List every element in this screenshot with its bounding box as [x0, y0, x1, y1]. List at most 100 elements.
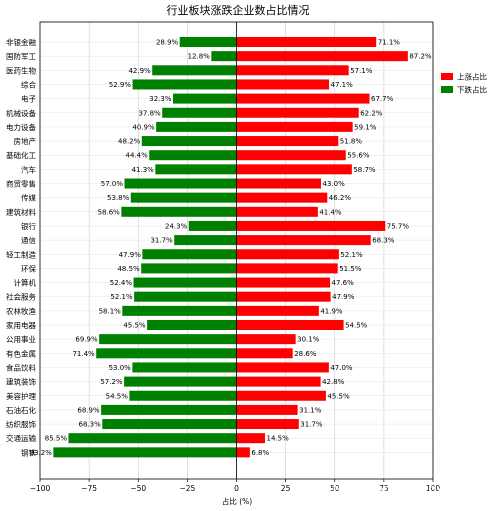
- data-label-up: 47.1%: [331, 81, 354, 89]
- data-label-down: 54.5%: [106, 392, 129, 400]
- data-label-up: 54.5%: [345, 322, 368, 330]
- bar-down: [102, 419, 237, 430]
- category-label: 传媒: [21, 193, 36, 203]
- bar-down: [179, 37, 237, 47]
- data-label-up: 57.1%: [350, 67, 373, 75]
- data-label-down: 41.3%: [132, 166, 155, 174]
- legend-swatch: [441, 86, 453, 93]
- data-label-down: 93.2%: [30, 449, 53, 457]
- bar-up: [236, 433, 265, 444]
- category-label: 公用事业: [6, 334, 36, 344]
- data-label-down: 37.8%: [138, 109, 161, 117]
- bar-up: [236, 447, 250, 458]
- bar-down: [134, 291, 237, 302]
- data-label-up: 47.0%: [330, 364, 353, 372]
- bar-up: [236, 220, 386, 231]
- bar-down: [96, 348, 237, 359]
- data-label-up: 75.7%: [387, 222, 410, 230]
- bar-down: [173, 93, 237, 104]
- bar-down: [99, 334, 237, 345]
- category-label: 通信: [21, 235, 36, 245]
- x-tick-label: −100: [30, 484, 51, 493]
- category-label: 银行: [21, 221, 36, 231]
- data-label-down: 31.7%: [150, 237, 173, 245]
- data-label-up: 41.4%: [319, 208, 342, 216]
- bar-up: [236, 334, 296, 345]
- bar-down: [188, 220, 237, 231]
- data-label-up: 30.1%: [297, 336, 320, 344]
- x-axis-label: 占比 (%): [222, 496, 252, 506]
- data-label-down: 85.5%: [45, 435, 68, 443]
- bar-up: [236, 51, 408, 62]
- bar-up: [236, 107, 359, 118]
- bar-down: [101, 404, 237, 415]
- bars: [53, 37, 408, 458]
- x-tick-label: 25: [281, 484, 291, 493]
- x-tick-label: −75: [81, 484, 97, 493]
- category-label: 社会服务: [6, 292, 36, 302]
- legend-label: 上涨占比: [457, 72, 487, 82]
- bar-up: [236, 79, 330, 90]
- data-label-down: 52.4%: [110, 279, 133, 287]
- category-label: 钢铁: [21, 447, 36, 457]
- watermark: 知乎 @BenMOSInvesting: [318, 481, 488, 498]
- data-label-up: 14.5%: [266, 435, 289, 443]
- category-label: 商贸零售: [6, 179, 36, 189]
- bar-down: [122, 305, 237, 316]
- bar-up: [236, 93, 370, 104]
- category-label: 美容护理: [6, 391, 36, 401]
- bar-down: [132, 362, 237, 373]
- x-tick-labels: −100 −75 −50 −25 0 25 50 75 100: [30, 479, 441, 493]
- bar-up: [236, 362, 329, 373]
- category-label: 农林牧渔: [6, 306, 36, 316]
- data-label-down: 53.8%: [107, 194, 130, 202]
- data-label-up: 58.7%: [353, 166, 376, 174]
- bar-up: [236, 305, 319, 316]
- category-label: 建筑材料: [6, 207, 36, 217]
- data-label-down: 12.8%: [188, 53, 211, 61]
- data-label-up: 47.6%: [332, 279, 355, 287]
- bar-down: [155, 164, 237, 175]
- bar-up: [236, 249, 339, 260]
- bar-down: [147, 320, 237, 330]
- data-label-up: 71.1%: [378, 39, 401, 47]
- category-label: 轻工制造: [6, 249, 36, 259]
- data-label-down: 52.1%: [110, 293, 133, 301]
- data-label-up: 46.2%: [329, 194, 352, 202]
- data-label-down: 68.3%: [79, 421, 102, 429]
- bar-down: [133, 277, 237, 288]
- data-label-up: 87.2%: [409, 53, 432, 61]
- data-label-up: 42.8%: [322, 378, 345, 386]
- x-tick-label: −50: [130, 484, 146, 493]
- bar-up: [236, 121, 353, 132]
- data-label-down: 48.5%: [117, 265, 140, 273]
- category-label: 电力设备: [6, 122, 36, 132]
- data-label-up: 67.7%: [371, 95, 394, 103]
- category-labels: 非银金融国防军工医药生物综合电子机械设备电力设备房地产基础化工汽车商贸零售传媒建…: [6, 37, 36, 457]
- data-label-down: 42.9%: [128, 67, 151, 75]
- data-label-up: 31.1%: [299, 406, 322, 414]
- bar-down: [124, 178, 237, 189]
- category-label: 机械设备: [6, 108, 36, 118]
- bar-down: [124, 376, 237, 387]
- x-tick-label: 100: [426, 484, 441, 493]
- bar-down: [174, 235, 237, 246]
- data-label-up: 51.8%: [340, 138, 363, 146]
- bar-up: [236, 277, 331, 288]
- bar-up: [236, 178, 321, 189]
- bar-up: [236, 419, 299, 430]
- category-label: 综合: [21, 79, 36, 89]
- x-tick-label: 50: [330, 484, 340, 493]
- data-label-down: 32.3%: [149, 95, 172, 103]
- category-label: 计算机: [14, 278, 37, 288]
- category-label: 基础化工: [6, 150, 36, 160]
- category-label: 汽车: [21, 164, 36, 174]
- bar-down: [142, 249, 237, 260]
- data-label-down: 24.3%: [165, 222, 188, 230]
- data-label-down: 53.0%: [109, 364, 132, 372]
- data-label-up: 43.0%: [322, 180, 345, 188]
- bar-up: [236, 348, 293, 359]
- data-label-down: 58.6%: [98, 208, 121, 216]
- data-label-up: 62.2%: [360, 109, 383, 117]
